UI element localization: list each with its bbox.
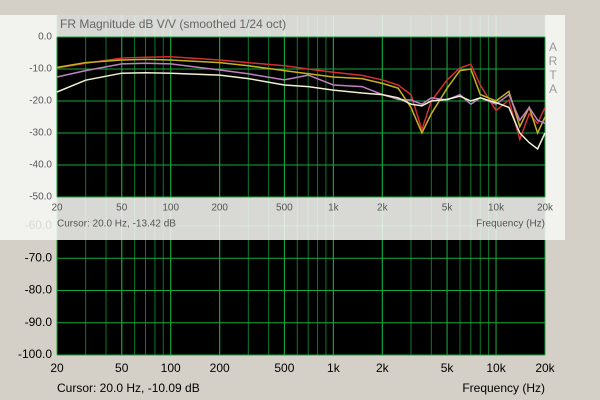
x-tick-label: 500 (276, 203, 293, 214)
y-tick-label: -40.0 (29, 160, 52, 171)
y-tick-label: -90.0 (25, 315, 53, 329)
y-tick-label: -20.0 (29, 96, 52, 107)
cursor-readout: Cursor: 20.0 Hz, -13.42 dB (57, 219, 176, 230)
x-tick-label: 50 (116, 203, 128, 214)
x-tick-label: 2k (376, 361, 390, 375)
x-tick-label: 20 (51, 203, 63, 214)
series-line (56, 62, 546, 125)
y-tick-label: -80.0 (25, 283, 53, 297)
cursor-readout: Cursor: 20.0 Hz, -10.09 dB (57, 381, 200, 395)
chart-title: FR Magnitude dB V/V (smoothed 1/24 oct) (60, 17, 286, 31)
x-tick-label: 100 (161, 361, 181, 375)
watermark: ARTA (546, 40, 560, 96)
y-tick-label: 0.0 (38, 32, 52, 43)
x-tick-label: 10k (488, 203, 505, 214)
x-tick-label: 200 (211, 203, 228, 214)
x-tick-label: 5k (441, 361, 455, 375)
x-tick-label: 100 (162, 203, 179, 214)
y-tick-label: -70.0 (25, 250, 53, 264)
series-line (56, 56, 546, 142)
x-tick-label: 20k (535, 361, 555, 375)
x-tick-label: 5k (442, 203, 454, 214)
x-tick-label: 1k (327, 361, 341, 375)
x-tick-label: 10k (486, 361, 506, 375)
x-tick-label: 50 (115, 361, 129, 375)
x-axis-label: Frequency (Hz) (476, 219, 545, 230)
x-tick-label: 20 (50, 361, 64, 375)
y-tick-label: -30.0 (29, 128, 52, 139)
x-tick-label: 500 (274, 361, 294, 375)
y-tick-label: -100.0 (18, 347, 52, 361)
x-axis-label: Frequency (Hz) (462, 381, 545, 395)
x-tick-label: 1k (328, 203, 340, 214)
x-tick-label: 20k (537, 203, 554, 214)
plot-area (57, 37, 545, 197)
y-tick-label: -50.0 (29, 192, 52, 203)
series-line (56, 72, 546, 151)
y-tick-label: -10.0 (29, 64, 52, 75)
series-line (56, 58, 546, 136)
x-tick-label: 2k (377, 203, 389, 214)
x-tick-label: 200 (210, 361, 230, 375)
